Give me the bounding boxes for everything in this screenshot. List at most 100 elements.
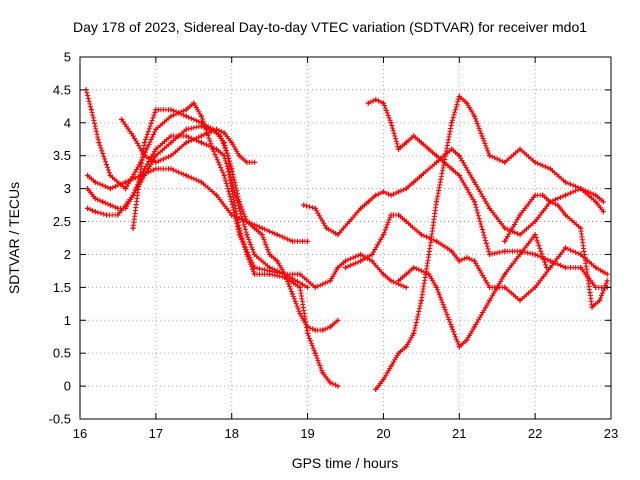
data-point	[547, 199, 553, 205]
data-point	[562, 212, 569, 218]
data-point	[502, 225, 508, 231]
data-point	[517, 251, 523, 258]
data-point	[380, 376, 386, 383]
data-point	[502, 284, 508, 290]
data-point	[600, 209, 606, 215]
y-tick-label: 1.5	[53, 280, 71, 295]
data-point	[267, 265, 273, 271]
data-point	[471, 179, 478, 185]
data-point	[532, 284, 538, 290]
data-point	[327, 324, 333, 330]
data-point	[335, 232, 341, 238]
data-point	[213, 192, 220, 198]
data-point	[543, 265, 550, 271]
data-point	[153, 166, 159, 172]
data-point	[198, 140, 204, 146]
data-point	[471, 199, 478, 205]
data-point	[433, 199, 440, 205]
data-point	[403, 344, 409, 350]
y-tick-label: 2	[64, 247, 71, 262]
data-point	[388, 192, 394, 198]
data-point	[471, 258, 478, 264]
data-point	[236, 225, 242, 231]
data-point	[411, 265, 417, 271]
y-tick-label: -0.5	[49, 412, 71, 427]
data-point	[456, 153, 462, 159]
data-point	[141, 140, 148, 146]
data-point	[433, 238, 440, 244]
series-markers	[85, 166, 308, 244]
data-point	[191, 100, 197, 106]
data-point	[107, 172, 113, 179]
y-tick-label: 4	[64, 115, 71, 130]
x-tick-label: 16	[73, 426, 87, 441]
data-point	[320, 327, 326, 333]
data-point	[471, 324, 478, 330]
data-point	[346, 218, 352, 225]
data-point	[168, 113, 174, 119]
data-point	[327, 278, 333, 284]
data-point	[380, 189, 386, 195]
data-point	[456, 258, 462, 264]
data-point	[244, 218, 250, 225]
data-point	[323, 225, 330, 231]
data-point	[373, 192, 379, 198]
data-point	[380, 271, 386, 277]
y-tick-label: 3	[64, 181, 71, 196]
data-point	[251, 271, 258, 277]
data-point	[85, 205, 91, 211]
data-point	[92, 195, 98, 202]
data-point	[153, 126, 159, 132]
data-point	[418, 172, 424, 179]
data-point	[479, 133, 485, 139]
data-point	[335, 383, 341, 389]
y-tick-label: 3.5	[53, 148, 71, 163]
x-tick-label: 23	[604, 426, 618, 441]
data-point	[88, 107, 94, 113]
data-point	[358, 251, 364, 258]
data-point	[225, 153, 231, 159]
data-point	[145, 166, 151, 172]
series-track-5	[119, 116, 258, 165]
data-point	[168, 133, 174, 139]
y-axis-ticks: -0.5 0 0.5 1 1.5 2 2.5 3 3.5 4 4.5 5	[49, 50, 611, 427]
data-point	[593, 265, 599, 271]
series-markers	[342, 212, 608, 304]
data-point	[589, 304, 595, 310]
y-tick-label: 4.5	[53, 82, 71, 97]
data-point	[502, 238, 508, 244]
data-point	[305, 238, 311, 244]
data-point	[411, 179, 417, 185]
data-point	[373, 97, 379, 103]
data-point	[358, 205, 364, 211]
data-point	[403, 271, 409, 277]
series-track-7	[301, 146, 606, 238]
data-point	[547, 166, 553, 172]
data-point	[115, 205, 121, 211]
data-point	[449, 166, 455, 172]
data-point	[342, 265, 349, 271]
data-point	[115, 212, 121, 218]
series-track-3	[85, 133, 409, 290]
data-point	[396, 350, 402, 356]
data-point	[380, 232, 386, 238]
data-point	[517, 297, 523, 304]
data-point	[229, 186, 235, 192]
x-tick-label: 21	[452, 426, 466, 441]
data-point	[517, 212, 523, 218]
data-point	[426, 251, 432, 258]
series-track-6	[130, 107, 341, 389]
data-point	[198, 133, 204, 139]
data-point	[403, 186, 409, 192]
data-point	[441, 159, 447, 165]
data-point	[251, 159, 258, 165]
data-point	[221, 172, 227, 179]
data-point	[502, 159, 508, 165]
data-point	[259, 225, 265, 231]
data-point	[297, 271, 303, 277]
data-point	[449, 120, 455, 126]
series-markers	[396, 232, 549, 350]
data-point	[540, 192, 546, 198]
data-point	[604, 271, 610, 277]
